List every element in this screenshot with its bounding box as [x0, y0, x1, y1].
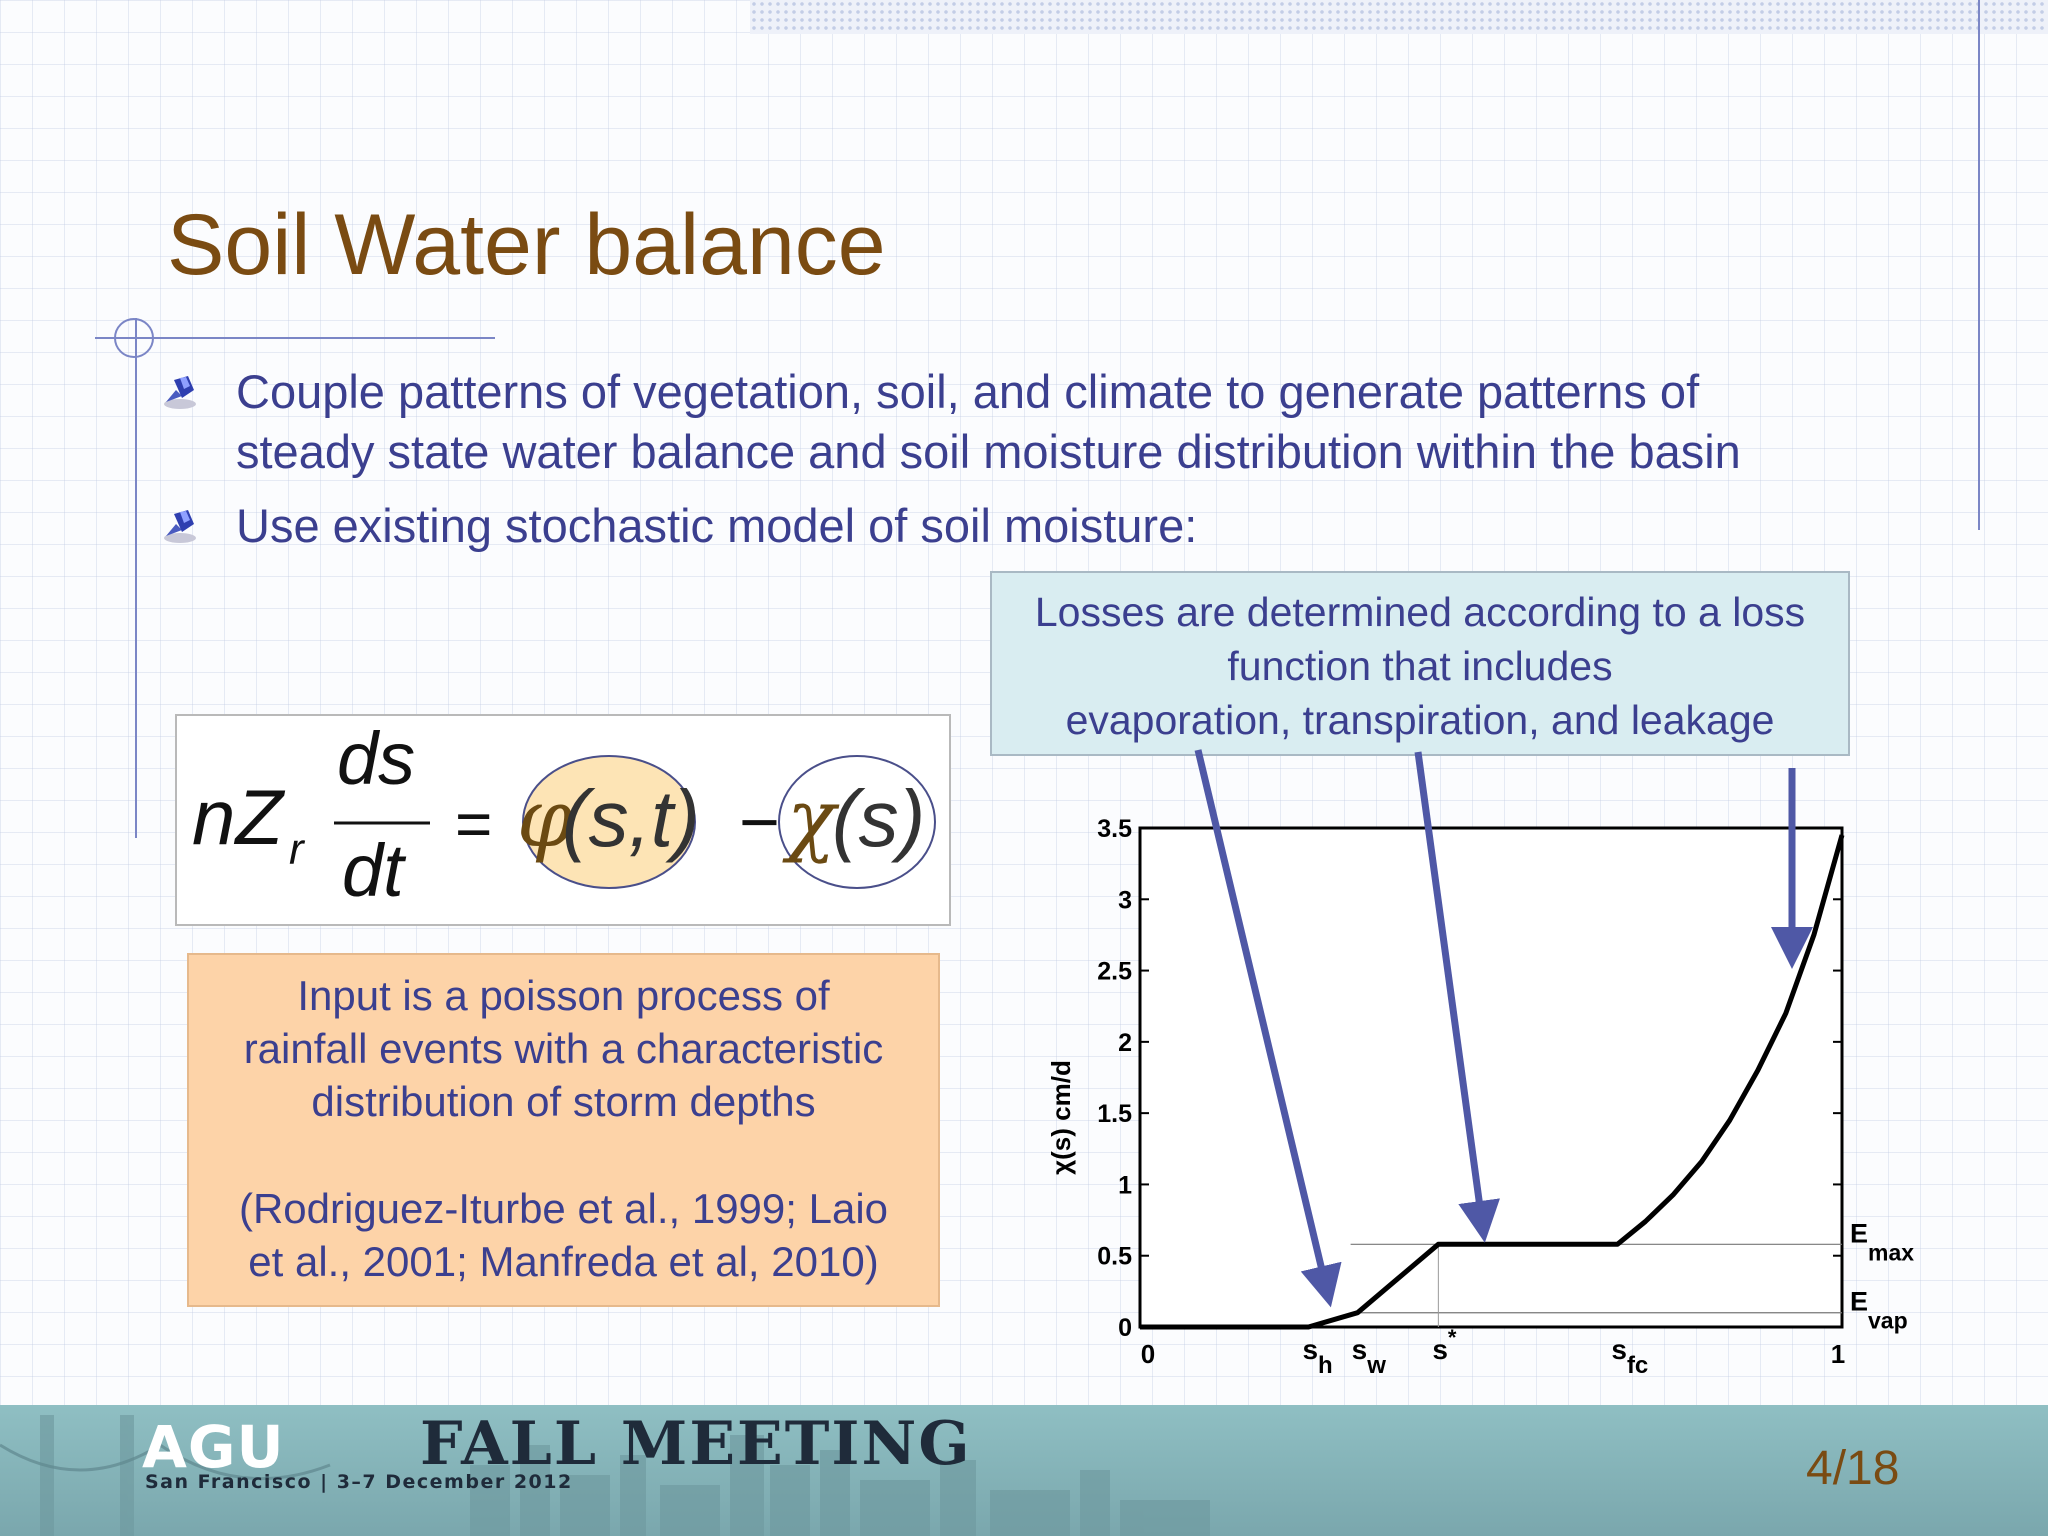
x-marker-label: s* — [1432, 1325, 1457, 1365]
bullet-item: Use existing stochastic model of soil mo… — [160, 496, 2000, 556]
bullet-list: Couple patterns of vegetation, soil, and… — [160, 362, 2000, 570]
y-tick-label: 2 — [1118, 1029, 1132, 1057]
losses-line: Losses are determined according to a los… — [1034, 589, 1806, 635]
y-tick-label: 0 — [1118, 1314, 1132, 1342]
eq-chi-args: (s) — [832, 774, 925, 863]
eq-phi-args: (s,t) — [562, 774, 700, 863]
equation-box: nZ r ds dt = φ (s,t) − χ (s) — [175, 714, 951, 926]
y-tick-label: 3 — [1118, 886, 1132, 914]
input-line: Input is a poisson process of — [297, 972, 830, 1019]
agu-logo: AGU — [142, 1413, 285, 1481]
title-underline — [95, 337, 495, 339]
x-marker-label: sfc — [1611, 1334, 1648, 1379]
input-line: distribution of storm depths — [311, 1078, 816, 1125]
chi-ellipse — [778, 755, 936, 889]
eq-numerator: ds — [337, 717, 415, 800]
phi-ellipse — [522, 755, 696, 889]
loss-function-line — [1140, 834, 1845, 1330]
bullet-item: Couple patterns of vegetation, soil, and… — [160, 362, 2000, 482]
agu-wordmark: AGU — [142, 1413, 285, 1481]
eq-chi: χ — [782, 772, 840, 865]
y-tick-label: 1 — [1118, 1171, 1132, 1199]
ref-line-label: Emax — [1850, 1218, 1914, 1265]
slide-number: 4/18 — [1806, 1442, 1900, 1495]
slide-title: Soil Water balance — [167, 197, 886, 293]
event-location-date: San Francisco | 3–7 December 2012 — [145, 1471, 573, 1493]
bullet-line: Couple patterns of vegetation, soil, and… — [236, 365, 1700, 418]
x-marker-label: sw — [1352, 1334, 1387, 1379]
eq-lhs-sub: r — [289, 825, 306, 874]
pushpin-icon — [164, 376, 196, 409]
left-accent-line — [135, 318, 137, 838]
eq-phi: φ — [517, 772, 573, 865]
footer-banner: AGU FALL MEETING San Francisco | 3–7 Dec… — [0, 1405, 2048, 1536]
losses-callout: Losses are determined according to a los… — [990, 571, 1850, 756]
crosshair-ornament — [114, 318, 154, 358]
pushpin-icon — [164, 510, 196, 543]
input-callout: Input is a poisson process of rainfall e… — [187, 953, 940, 1307]
y-tick-label: 1.5 — [1097, 1100, 1132, 1128]
y-tick-label: 3.5 — [1097, 815, 1132, 843]
y-tick-label: 2.5 — [1097, 958, 1132, 986]
x-tick-label: 1 — [1831, 1339, 1845, 1369]
bullet-line: Use existing stochastic model of soil mo… — [236, 499, 1198, 552]
x-marker-label: sh — [1302, 1334, 1332, 1379]
equation: nZ r ds dt = φ (s,t) − χ (s) — [192, 717, 936, 912]
skyline-silhouette — [0, 1415, 1210, 1536]
eq-denominator: dt — [342, 829, 407, 912]
losses-line: function that includes — [1227, 643, 1613, 689]
x-tick-label: 0 — [1141, 1339, 1155, 1369]
citation-line: (Rodriguez-Iturbe et al., 1999; Laio — [238, 1185, 889, 1232]
event-name: FALL MEETING — [420, 1409, 972, 1479]
bullet-line: steady state water balance and soil mois… — [236, 425, 1741, 478]
right-accent-line — [1978, 0, 1980, 530]
citation-line: et al., 2001; Manfreda et al, 2010) — [248, 1238, 879, 1285]
plot-frame — [1138, 826, 1844, 1329]
eq-minus: − — [739, 783, 780, 861]
top-decorative-band — [750, 0, 2048, 34]
y-axis-label: χ(s) cm/d — [1046, 1060, 1076, 1175]
y-tick-label: 0.5 — [1097, 1243, 1132, 1271]
ref-line-label: Evap — [1850, 1287, 1908, 1334]
losses-line: evaporation, transpiration, and leakage — [1065, 697, 1775, 743]
eq-equals: = — [455, 788, 492, 860]
input-line: rainfall events with a characteristic — [243, 1025, 884, 1072]
eq-lhs-coef: nZ — [192, 773, 285, 861]
input-gap — [189, 1128, 938, 1182]
